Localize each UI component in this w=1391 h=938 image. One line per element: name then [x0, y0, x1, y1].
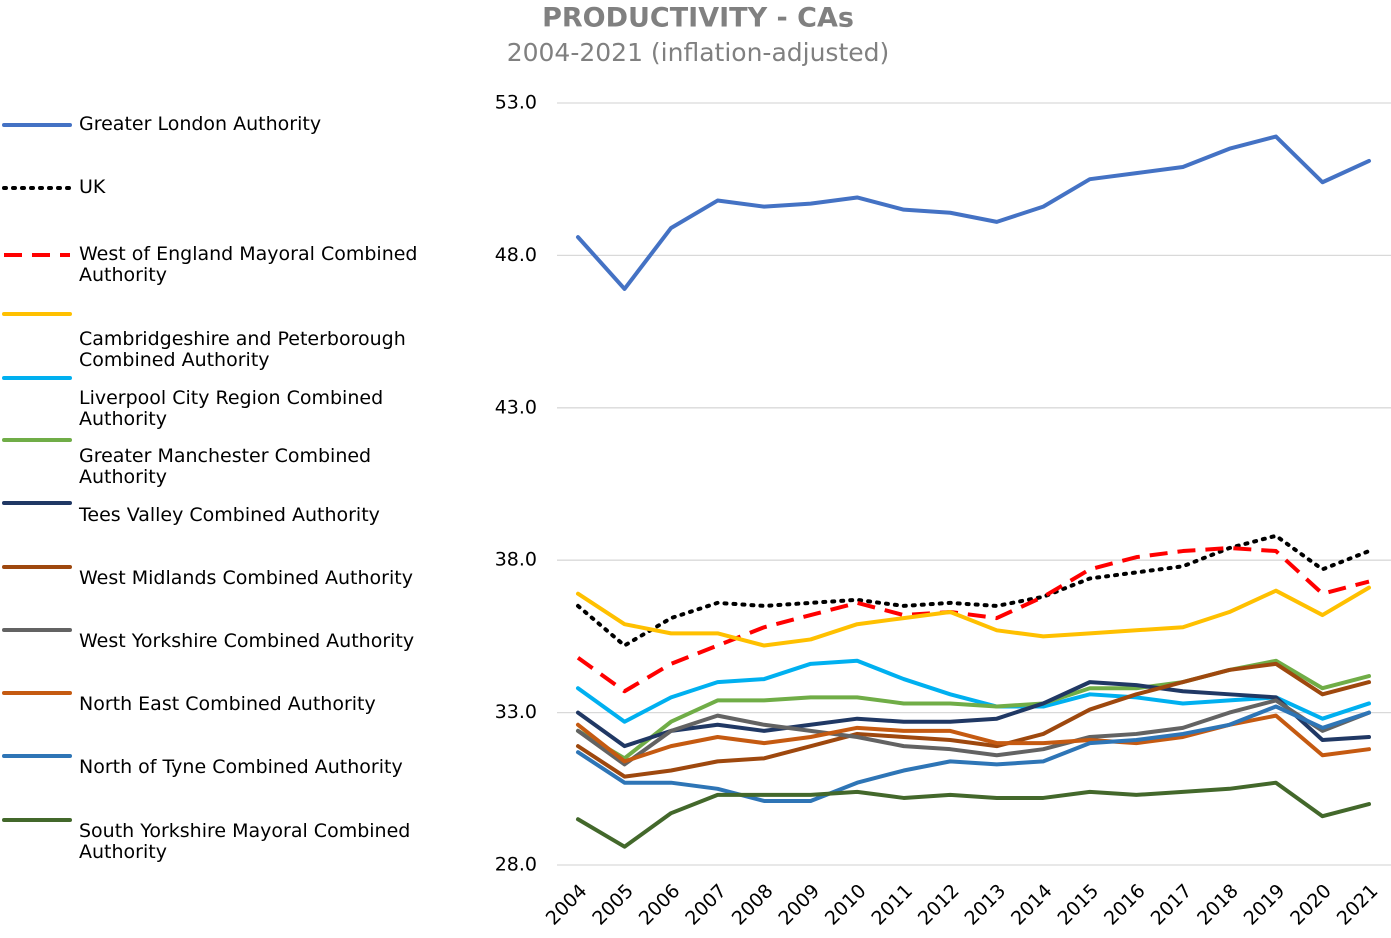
y-tick-label: 28.0 [495, 854, 537, 876]
legend-label: South Yorkshire Mayoral Combined Authori… [79, 820, 411, 863]
x-tick-label: 2009 [774, 880, 824, 930]
series-line [576, 698, 1371, 767]
x-tick-label: 2021 [1333, 880, 1383, 930]
legend-label: North of Tyne Combined Authority [79, 756, 403, 778]
x-tick-label: 2014 [1007, 880, 1057, 930]
series-line [576, 661, 1371, 779]
x-tick-label: 2020 [1286, 880, 1336, 930]
series-line [576, 134, 1371, 291]
legend-label: Liverpool City Region Combined Authority [79, 387, 384, 430]
y-tick-label: 48.0 [495, 244, 537, 266]
legend-label: West Midlands Combined Authority [79, 567, 413, 589]
series-line [576, 546, 1370, 694]
series-line [576, 533, 1371, 648]
series-line [576, 680, 1371, 749]
series-line [576, 704, 1371, 803]
x-tick-label: 2010 [821, 880, 871, 930]
series-line [576, 658, 1371, 724]
chart-title: PRODUCTIVITY - CAs [542, 3, 854, 34]
x-tick-label: 2019 [1240, 880, 1290, 930]
y-tick-label: 38.0 [495, 549, 537, 571]
legend-label: West Yorkshire Combined Authority [79, 630, 415, 652]
x-tick-label: 2015 [1053, 880, 1103, 930]
legend-label: Tees Valley Combined Authority [79, 504, 380, 526]
y-tick-label: 43.0 [495, 396, 537, 418]
x-tick-label: 2017 [1147, 880, 1197, 930]
legend-label: West of England Mayoral Combined Authori… [79, 243, 418, 286]
x-tick-label: 2012 [914, 880, 964, 930]
series-line [576, 585, 1371, 648]
x-tick-label: 2013 [960, 880, 1010, 930]
x-tick-label: 2018 [1193, 880, 1243, 930]
y-tick-label: 53.0 [495, 92, 537, 114]
y-tick-label: 33.0 [495, 701, 537, 723]
x-tick-label: 2011 [867, 880, 917, 930]
legend-label: Greater Manchester Combined Authority [79, 445, 372, 488]
x-tick-label: 2005 [588, 880, 638, 930]
legend-label: UK [79, 176, 106, 198]
legend-label: Cambridgeshire and Peterborough Combined… [79, 328, 406, 371]
chart-subtitle: 2004-2021 (inflation-adjusted) [507, 38, 890, 67]
x-tick-label: 2007 [681, 880, 731, 930]
legend-label: North East Combined Authority [79, 693, 376, 715]
x-tick-label: 2004 [542, 880, 592, 930]
x-tick-label: 2006 [635, 880, 685, 930]
series-line [576, 780, 1371, 849]
legend-label: Greater London Authority [79, 113, 322, 135]
x-tick-label: 2008 [728, 880, 778, 930]
x-tick-label: 2016 [1100, 880, 1150, 930]
